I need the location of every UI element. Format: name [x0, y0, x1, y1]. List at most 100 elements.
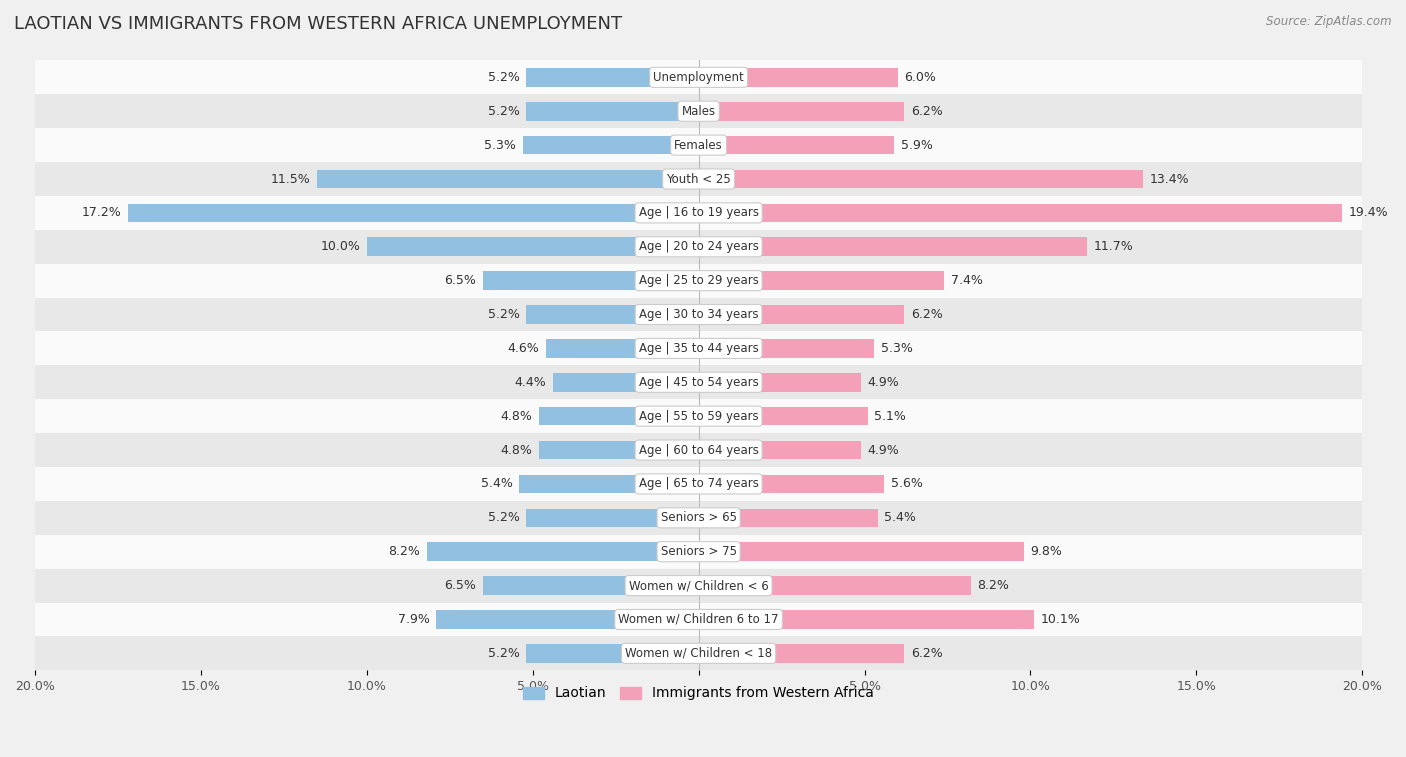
- Bar: [540, 407, 699, 425]
- Bar: [523, 136, 699, 154]
- Bar: [35, 603, 1362, 637]
- Bar: [526, 644, 699, 662]
- Text: Seniors > 65: Seniors > 65: [661, 511, 737, 525]
- Bar: [35, 366, 1362, 399]
- Text: 5.4%: 5.4%: [481, 478, 513, 491]
- Bar: [526, 509, 699, 527]
- Text: 5.9%: 5.9%: [901, 139, 934, 151]
- Text: 5.6%: 5.6%: [891, 478, 922, 491]
- Text: 5.3%: 5.3%: [882, 342, 912, 355]
- Text: 8.2%: 8.2%: [388, 545, 420, 558]
- Text: 5.2%: 5.2%: [488, 104, 519, 118]
- Text: 4.9%: 4.9%: [868, 444, 900, 456]
- Bar: [426, 542, 699, 561]
- Bar: [35, 263, 1362, 298]
- Bar: [699, 170, 1143, 188]
- Text: 6.5%: 6.5%: [444, 274, 477, 287]
- Text: 4.9%: 4.9%: [868, 375, 900, 389]
- Text: 9.8%: 9.8%: [1031, 545, 1063, 558]
- Bar: [699, 610, 1033, 629]
- Text: Age | 35 to 44 years: Age | 35 to 44 years: [638, 342, 758, 355]
- Bar: [35, 399, 1362, 433]
- Bar: [519, 475, 699, 494]
- Text: Age | 45 to 54 years: Age | 45 to 54 years: [638, 375, 758, 389]
- Text: 8.2%: 8.2%: [977, 579, 1010, 592]
- Bar: [699, 102, 904, 120]
- Text: Age | 25 to 29 years: Age | 25 to 29 years: [638, 274, 759, 287]
- Bar: [540, 441, 699, 459]
- Bar: [482, 271, 699, 290]
- Text: 4.6%: 4.6%: [508, 342, 540, 355]
- Bar: [699, 441, 862, 459]
- Text: Women w/ Children < 18: Women w/ Children < 18: [626, 646, 772, 660]
- Bar: [35, 196, 1362, 230]
- Bar: [699, 204, 1343, 223]
- Text: Youth < 25: Youth < 25: [666, 173, 731, 185]
- Bar: [699, 238, 1087, 256]
- Text: 10.1%: 10.1%: [1040, 613, 1080, 626]
- Text: LAOTIAN VS IMMIGRANTS FROM WESTERN AFRICA UNEMPLOYMENT: LAOTIAN VS IMMIGRANTS FROM WESTERN AFRIC…: [14, 15, 623, 33]
- Bar: [699, 542, 1024, 561]
- Bar: [35, 534, 1362, 569]
- Text: 6.2%: 6.2%: [911, 104, 943, 118]
- Bar: [35, 95, 1362, 128]
- Text: 7.9%: 7.9%: [398, 613, 430, 626]
- Bar: [699, 373, 862, 391]
- Bar: [699, 475, 884, 494]
- Text: 5.4%: 5.4%: [884, 511, 917, 525]
- Bar: [699, 136, 894, 154]
- Text: 5.2%: 5.2%: [488, 71, 519, 84]
- Legend: Laotian, Immigrants from Western Africa: Laotian, Immigrants from Western Africa: [517, 681, 880, 706]
- Bar: [316, 170, 699, 188]
- Text: 10.0%: 10.0%: [321, 240, 360, 254]
- Bar: [35, 501, 1362, 534]
- Bar: [699, 339, 875, 358]
- Bar: [699, 271, 945, 290]
- Text: 11.5%: 11.5%: [270, 173, 311, 185]
- Text: Age | 60 to 64 years: Age | 60 to 64 years: [638, 444, 759, 456]
- Bar: [482, 576, 699, 595]
- Text: Source: ZipAtlas.com: Source: ZipAtlas.com: [1267, 15, 1392, 28]
- Bar: [35, 230, 1362, 263]
- Bar: [699, 576, 970, 595]
- Bar: [699, 305, 904, 324]
- Text: Age | 20 to 24 years: Age | 20 to 24 years: [638, 240, 759, 254]
- Text: Age | 30 to 34 years: Age | 30 to 34 years: [638, 308, 758, 321]
- Bar: [35, 128, 1362, 162]
- Bar: [553, 373, 699, 391]
- Bar: [35, 298, 1362, 332]
- Text: 11.7%: 11.7%: [1094, 240, 1133, 254]
- Text: 7.4%: 7.4%: [950, 274, 983, 287]
- Text: 6.5%: 6.5%: [444, 579, 477, 592]
- Bar: [699, 644, 904, 662]
- Text: Unemployment: Unemployment: [654, 71, 744, 84]
- Bar: [699, 407, 868, 425]
- Text: Age | 55 to 59 years: Age | 55 to 59 years: [638, 410, 758, 422]
- Text: 6.2%: 6.2%: [911, 646, 943, 660]
- Bar: [436, 610, 699, 629]
- Text: 5.2%: 5.2%: [488, 646, 519, 660]
- Text: 5.2%: 5.2%: [488, 511, 519, 525]
- Text: Males: Males: [682, 104, 716, 118]
- Bar: [526, 68, 699, 87]
- Bar: [546, 339, 699, 358]
- Text: 5.1%: 5.1%: [875, 410, 907, 422]
- Text: Age | 65 to 74 years: Age | 65 to 74 years: [638, 478, 759, 491]
- Text: 6.2%: 6.2%: [911, 308, 943, 321]
- Text: 13.4%: 13.4%: [1150, 173, 1189, 185]
- Text: 4.8%: 4.8%: [501, 444, 533, 456]
- Bar: [367, 238, 699, 256]
- Bar: [35, 467, 1362, 501]
- Bar: [35, 61, 1362, 95]
- Text: 5.3%: 5.3%: [484, 139, 516, 151]
- Bar: [699, 509, 877, 527]
- Text: 4.4%: 4.4%: [515, 375, 546, 389]
- Bar: [35, 637, 1362, 670]
- Text: Age | 16 to 19 years: Age | 16 to 19 years: [638, 207, 759, 220]
- Bar: [128, 204, 699, 223]
- Text: 4.8%: 4.8%: [501, 410, 533, 422]
- Text: 5.2%: 5.2%: [488, 308, 519, 321]
- Text: Women w/ Children < 6: Women w/ Children < 6: [628, 579, 769, 592]
- Text: Women w/ Children 6 to 17: Women w/ Children 6 to 17: [619, 613, 779, 626]
- Text: 6.0%: 6.0%: [904, 71, 936, 84]
